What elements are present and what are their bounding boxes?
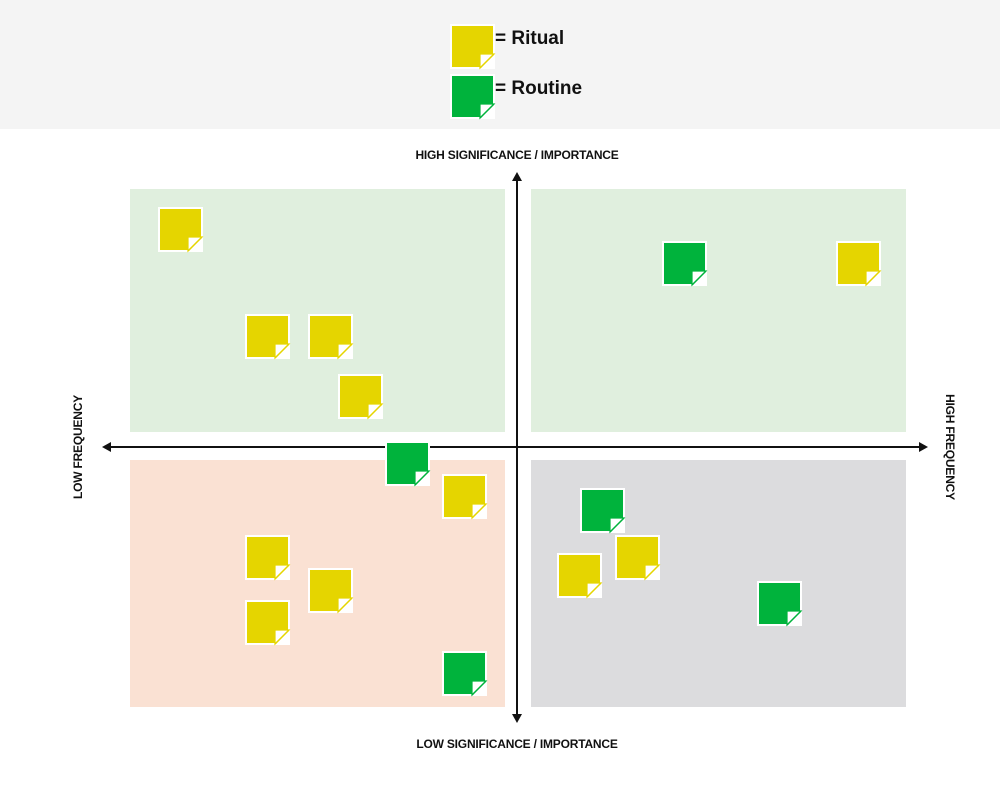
ritual-note-shape (615, 535, 661, 581)
ritual-note-shape (450, 24, 496, 70)
routine-note (385, 441, 431, 487)
routine-note (580, 488, 626, 534)
ritual-note (338, 374, 384, 420)
routine-note-icon (450, 74, 496, 120)
ritual-note-icon (450, 24, 496, 70)
ritual-note (308, 568, 354, 614)
ritual-note-shape (308, 568, 354, 614)
ritual-note-shape (338, 374, 384, 420)
routine-note (757, 581, 803, 627)
legend: = Ritual = Routine (0, 0, 1000, 129)
ritual-note (442, 474, 488, 520)
axis-label-left: LOW FREQUENCY (71, 394, 85, 500)
axis-arrow-right-icon (919, 442, 928, 452)
routine-note-shape (580, 488, 626, 534)
ritual-note-shape (557, 553, 603, 599)
legend-label-routine: = Routine (495, 78, 583, 99)
routine-note-shape (442, 651, 488, 697)
axis-arrow-up-icon (512, 172, 522, 181)
ritual-note (158, 207, 204, 253)
routine-note-shape (385, 441, 431, 487)
ritual-note (308, 314, 354, 360)
ritual-note-shape (245, 600, 291, 646)
routine-note-shape (757, 581, 803, 627)
legend-label-ritual: = Ritual (495, 28, 565, 49)
routine-note (662, 241, 708, 287)
routine-note (442, 651, 488, 697)
ritual-note-shape (836, 241, 882, 287)
ritual-note (615, 535, 661, 581)
axis-arrow-left-icon (102, 442, 111, 452)
ritual-note (245, 600, 291, 646)
routine-note-shape (450, 74, 496, 120)
ritual-note-shape (245, 535, 291, 581)
ritual-note-shape (245, 314, 291, 360)
axis-label-bottom: LOW SIGNIFICANCE / IMPORTANCE (416, 737, 618, 751)
ritual-note-shape (158, 207, 204, 253)
axis-label-top: HIGH SIGNIFICANCE / IMPORTANCE (415, 148, 619, 162)
ritual-note (836, 241, 882, 287)
axis-arrow-down-icon (512, 714, 522, 723)
quadrant-high-significance-high-frequency (531, 189, 906, 432)
ritual-note-shape (308, 314, 354, 360)
ritual-note (245, 535, 291, 581)
axis-label-right: HIGH FREQUENCY (943, 394, 957, 500)
ritual-note (245, 314, 291, 360)
routine-note-shape (662, 241, 708, 287)
ritual-note-shape (442, 474, 488, 520)
ritual-note (557, 553, 603, 599)
